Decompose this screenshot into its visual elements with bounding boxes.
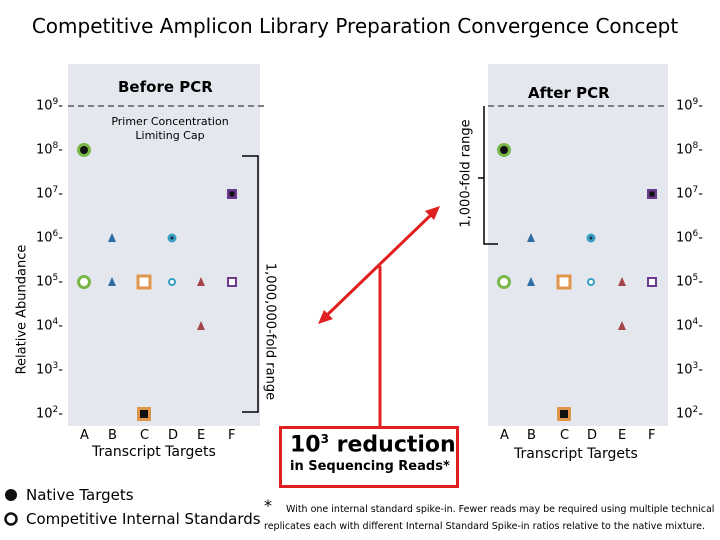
slide-title: Competitive Amplicon Library Preparation… <box>31 14 679 38</box>
reduction-arrow <box>322 210 436 320</box>
primer-cap-line1: Primer Concentration <box>111 115 229 128</box>
right-tick-1e5: 105- <box>676 273 703 290</box>
before-range-label: 1,000,000-fold range <box>262 262 278 401</box>
legend-native-label: Native Targets <box>26 486 134 504</box>
left-tick-1e9: 109- <box>36 97 63 114</box>
before-category-F: F <box>228 428 236 443</box>
after-category-F: F <box>648 428 656 443</box>
before-competitive-C <box>136 274 152 290</box>
before-range-bracket <box>242 155 259 413</box>
reduction-arrowhead-bottom <box>318 310 333 324</box>
right-tick-1e8: 108- <box>676 141 703 158</box>
before-native-D <box>170 236 174 240</box>
before-pcr-panel <box>68 64 260 426</box>
before-native-E <box>197 321 205 330</box>
reduction-arrowhead-top <box>425 206 440 220</box>
after-category-B: B <box>527 428 536 443</box>
before-competitive-A <box>77 275 91 289</box>
before-x-title: Transcript Targets <box>92 444 216 460</box>
before-competitive-B <box>108 277 116 286</box>
reduction-subtext: in Sequencing Reads* <box>290 459 450 474</box>
after-native-A <box>500 146 508 154</box>
before-category-A: A <box>80 428 89 443</box>
right-tick-1e7: 107- <box>676 185 703 202</box>
footnote-star: * <box>264 496 272 515</box>
left-tick-1e7: 107- <box>36 185 63 202</box>
after-native-F <box>649 191 655 197</box>
before-native-C <box>140 410 148 418</box>
after-competitive-F <box>647 277 657 287</box>
before-competitive-D <box>168 278 176 286</box>
before-competitive-F <box>227 277 237 287</box>
before-competitive-E <box>197 277 205 286</box>
after-range-label: 1,000-fold range <box>458 119 474 228</box>
footnote-line2: replicates each with different Internal … <box>264 521 706 532</box>
before-native-B <box>108 233 116 242</box>
right-tick-1e9: 109- <box>676 97 703 114</box>
primer-cap-line2: Limiting Cap <box>135 129 205 142</box>
right-tick-1e6: 106- <box>676 229 703 246</box>
reduction-callout-box <box>279 426 459 488</box>
footnote-line1: With one internal standard spike-in. Few… <box>286 504 715 515</box>
before-category-E: E <box>197 428 206 443</box>
before-native-F <box>229 191 235 197</box>
legend-native-marker <box>5 489 17 501</box>
left-tick-1e2: 102- <box>36 405 63 422</box>
left-tick-1e6: 106- <box>36 229 63 246</box>
left-tick-1e4: 104- <box>36 317 63 334</box>
after-pcr-panel <box>488 64 668 426</box>
before-pcr-heading: Before PCR <box>118 78 213 96</box>
after-competitive-B <box>527 277 535 286</box>
before-category-D: D <box>168 428 179 443</box>
after-category-C: C <box>560 428 570 443</box>
left-tick-1e3: 103- <box>36 361 63 378</box>
after-competitive-E <box>618 277 626 286</box>
after-x-title: Transcript Targets <box>514 446 638 462</box>
after-category-D: D <box>587 428 598 443</box>
right-tick-1e4: 104- <box>676 317 703 334</box>
after-native-E <box>618 321 626 330</box>
primer-cap-label: Primer Concentration Limiting Cap <box>100 115 240 143</box>
legend-competitive-marker <box>4 512 18 526</box>
right-tick-1e3: 103- <box>676 361 703 378</box>
reduction-headline: 103 reduction <box>290 432 456 458</box>
before-category-C: C <box>140 428 150 443</box>
y-axis-title: Relative Abundance <box>14 244 30 375</box>
after-native-C <box>560 410 568 418</box>
after-competitive-A <box>497 275 511 289</box>
left-tick-1e5: 105- <box>36 273 63 290</box>
after-range-bracket <box>483 106 498 245</box>
after-native-B <box>527 233 535 242</box>
legend-competitive-label: Competitive Internal Standards <box>26 510 261 528</box>
left-tick-1e8: 108- <box>36 141 63 158</box>
after-category-A: A <box>500 428 509 443</box>
after-pcr-heading: After PCR <box>528 84 610 102</box>
after-native-D <box>589 236 593 240</box>
after-competitive-C <box>556 274 572 290</box>
before-category-B: B <box>108 428 117 443</box>
after-competitive-D <box>587 278 595 286</box>
before-native-A <box>80 146 88 154</box>
right-tick-1e2: 102- <box>676 405 703 422</box>
after-category-E: E <box>618 428 627 443</box>
